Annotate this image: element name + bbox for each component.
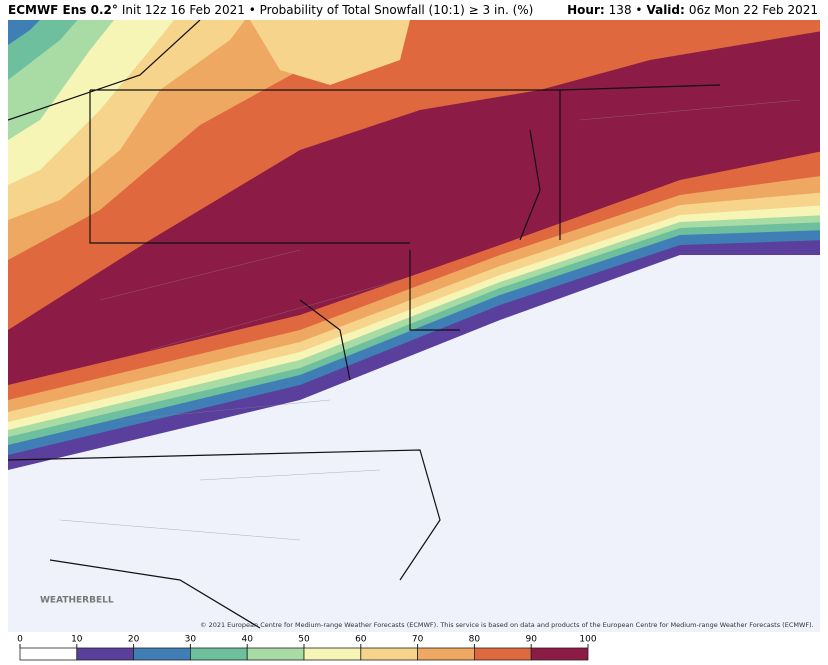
color-swatch <box>246 647 305 661</box>
tick-label: 70 <box>412 635 424 645</box>
copyright: © 2021 European Centre for Medium-range … <box>200 621 814 629</box>
header-part: 138 • <box>609 3 643 17</box>
color-swatch <box>133 647 191 661</box>
color-swatch <box>19 647 78 661</box>
header-right: Hour: 138 • Valid: 06z Mon 22 Feb 2021 <box>567 3 818 17</box>
tick-label: 50 <box>298 635 310 645</box>
color-swatch <box>417 647 475 661</box>
tick-label: 100 <box>579 635 596 645</box>
header-part: Init 12z 16 Feb 2021 • Probability of To… <box>122 3 533 17</box>
header-part: Hour: <box>567 3 605 17</box>
header-part: 06z Mon 22 Feb 2021 <box>689 3 818 17</box>
map <box>8 20 820 632</box>
tick-label: 90 <box>525 635 537 645</box>
color-swatch <box>76 647 135 661</box>
tick-label: 80 <box>469 635 481 645</box>
header-left: ECMWF Ens 0.2° Init 12z 16 Feb 2021 • Pro… <box>8 3 533 17</box>
watermark: WEATHERBELL <box>40 596 114 606</box>
tick-label: 30 <box>185 635 197 645</box>
color-swatch <box>189 647 248 661</box>
color-swatch <box>530 647 589 661</box>
tick-label: 0 <box>17 635 23 645</box>
color-swatch <box>360 647 418 661</box>
tick-label: 60 <box>355 635 367 645</box>
header-part: Valid: <box>646 3 684 17</box>
tick-label: 10 <box>71 635 83 645</box>
tick-label: 40 <box>241 635 253 645</box>
color-swatch <box>473 647 532 661</box>
colorbar: 0 10 20 30 40 50 60 70 80 90 100 <box>17 635 597 661</box>
header-part: ECMWF Ens 0.2° <box>8 3 118 17</box>
tick-label: 20 <box>128 635 140 645</box>
color-swatch <box>303 647 362 661</box>
